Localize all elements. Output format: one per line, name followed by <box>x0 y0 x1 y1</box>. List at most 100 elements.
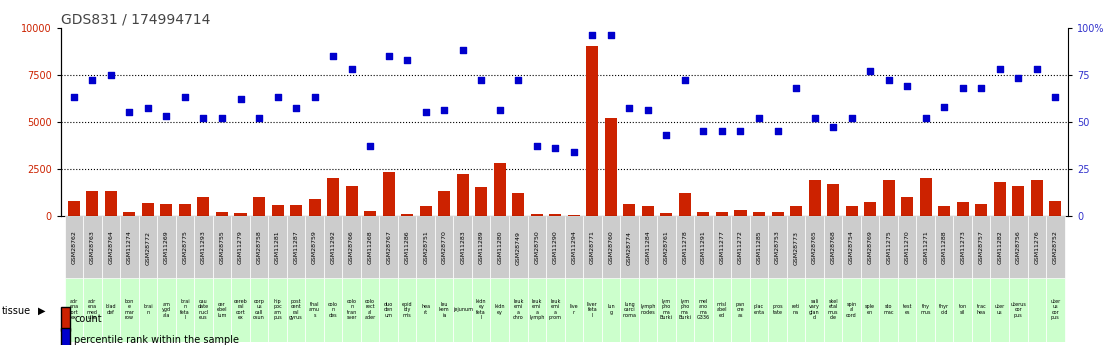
Text: trac
hea: trac hea <box>976 304 986 315</box>
Text: skel
etal
mus
cle: skel etal mus cle <box>828 299 838 320</box>
Point <box>713 128 731 134</box>
Bar <box>697 212 710 216</box>
Bar <box>345 186 358 216</box>
Bar <box>772 212 784 216</box>
Bar <box>935 278 953 342</box>
Bar <box>309 199 321 216</box>
Bar <box>953 216 972 279</box>
Text: GSM28773: GSM28773 <box>794 230 798 265</box>
Text: GSM28756: GSM28756 <box>1016 231 1021 264</box>
Bar <box>732 216 749 279</box>
Bar <box>102 216 121 279</box>
Bar <box>254 197 265 216</box>
Text: GSM28751: GSM28751 <box>423 231 428 264</box>
Point <box>509 78 527 83</box>
Bar <box>565 278 583 342</box>
Bar <box>397 278 416 342</box>
Point <box>65 95 83 100</box>
Bar <box>675 278 694 342</box>
Bar <box>713 278 732 342</box>
Bar <box>639 216 658 279</box>
Text: am
ygd
ala: am ygd ala <box>162 302 170 317</box>
Bar <box>805 216 824 279</box>
Text: percentile rank within the sample: percentile rank within the sample <box>74 335 239 345</box>
Text: brai
n: brai n <box>143 304 153 315</box>
Text: GSM28750: GSM28750 <box>535 231 539 264</box>
Text: GSM11292: GSM11292 <box>331 230 335 265</box>
Text: GSM28769: GSM28769 <box>868 230 872 265</box>
Bar <box>568 215 580 216</box>
Text: sple
en: sple en <box>865 304 876 315</box>
Bar <box>1008 216 1027 279</box>
Bar <box>235 213 247 216</box>
Bar <box>601 278 620 342</box>
Bar <box>972 278 991 342</box>
Text: cereb
ral
cort
ex: cereb ral cort ex <box>234 299 247 320</box>
Bar <box>324 278 342 342</box>
Bar <box>842 216 861 279</box>
Bar <box>380 278 397 342</box>
Point <box>917 115 934 121</box>
Bar <box>416 278 435 342</box>
Bar <box>197 197 209 216</box>
Bar <box>287 278 306 342</box>
Bar <box>306 278 324 342</box>
Text: GSM28764: GSM28764 <box>108 230 113 265</box>
Text: reti
na: reti na <box>792 304 800 315</box>
Point <box>306 95 323 100</box>
Text: GSM28755: GSM28755 <box>219 231 225 264</box>
Bar <box>250 216 268 279</box>
Text: jejunum: jejunum <box>453 307 473 312</box>
Bar <box>1049 200 1062 216</box>
Text: cer
ebel
lum: cer ebel lum <box>217 302 227 317</box>
Text: GSM28771: GSM28771 <box>590 230 594 265</box>
Point <box>399 57 416 62</box>
Bar <box>513 193 525 216</box>
Text: GSM11286: GSM11286 <box>405 231 410 264</box>
Bar <box>920 178 932 216</box>
Text: uterus
cor
pus: uterus cor pus <box>1011 302 1026 317</box>
Bar <box>604 118 617 216</box>
Text: leuk
emi
a
prom: leuk emi a prom <box>549 299 562 320</box>
Bar <box>287 216 306 279</box>
Bar <box>994 182 1006 216</box>
Bar <box>658 278 675 342</box>
Bar <box>105 191 117 216</box>
Bar <box>472 216 490 279</box>
Bar <box>768 278 787 342</box>
Text: GSM28774: GSM28774 <box>627 230 632 265</box>
Bar <box>956 203 969 216</box>
Point <box>231 96 249 102</box>
Bar <box>416 216 435 279</box>
Bar <box>938 206 950 216</box>
Bar <box>123 212 135 216</box>
Point <box>806 115 824 121</box>
Bar <box>213 216 231 279</box>
Text: GSM11272: GSM11272 <box>738 230 743 265</box>
Text: thyr
oid: thyr oid <box>939 304 949 315</box>
Text: GSM11293: GSM11293 <box>201 230 206 265</box>
Bar <box>250 278 268 342</box>
Text: GSM28772: GSM28772 <box>145 230 151 265</box>
Text: lymph
nodes: lymph nodes <box>640 304 655 315</box>
Point <box>454 47 472 53</box>
Text: hip
poc
am
pus: hip poc am pus <box>273 299 282 320</box>
Point <box>1046 95 1064 100</box>
Bar <box>898 216 917 279</box>
Point <box>435 108 453 113</box>
Text: GSM11280: GSM11280 <box>497 231 503 264</box>
Bar <box>342 216 361 279</box>
Bar <box>494 163 506 216</box>
Text: GSM28768: GSM28768 <box>830 231 836 264</box>
Bar <box>231 278 250 342</box>
Text: pros
tate: pros tate <box>773 304 783 315</box>
Bar <box>194 278 213 342</box>
Bar <box>383 172 395 216</box>
Bar <box>546 278 565 342</box>
Text: epid
idy
mis: epid idy mis <box>402 302 413 317</box>
Text: hea
rt: hea rt <box>421 304 431 315</box>
Bar <box>1008 278 1027 342</box>
Bar <box>64 278 83 342</box>
Text: GSM28759: GSM28759 <box>312 230 317 265</box>
Text: kidn
ey: kidn ey <box>495 304 505 315</box>
